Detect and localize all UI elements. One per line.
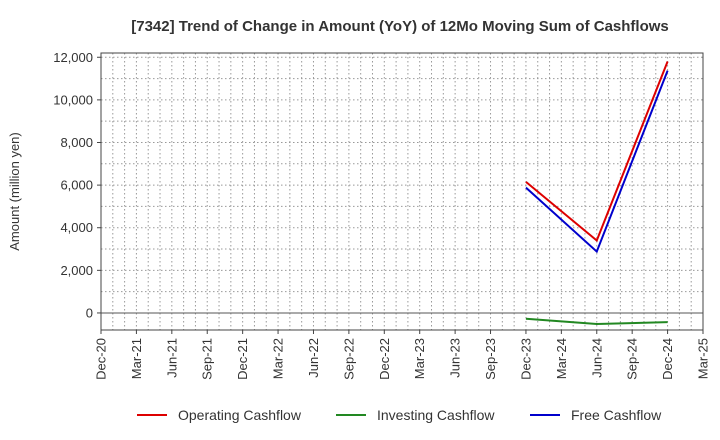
series-line-free-cashflow: [525, 70, 669, 254]
x-tick-label: Jun-22: [306, 338, 321, 378]
legend: Operating Cashflow Investing Cashflow Free…: [137, 407, 662, 423]
x-tick-label: Mar-21: [129, 338, 144, 379]
y-tick-label: 10,000: [53, 92, 93, 107]
legend-label-operating-cashflow: Operating Cashflow: [178, 407, 302, 423]
x-tick-label: Sep-24: [625, 338, 640, 380]
y-tick-label: 8,000: [60, 135, 93, 150]
x-tick-label: Dec-20: [94, 338, 109, 380]
y-tick-label: 6,000: [60, 178, 93, 193]
grid-lines: [101, 53, 703, 330]
x-tick-label: Mar-23: [412, 338, 427, 379]
x-tick-label: Mar-22: [271, 338, 286, 379]
x-tick-label: Sep-22: [341, 338, 356, 380]
series-line-operating-cashflow: [525, 61, 669, 243]
plot-frame: [100, 52, 704, 331]
chart-title: [7342] Trend of Change in Amount (YoY) o…: [131, 18, 669, 35]
x-tick-label: Sep-23: [483, 338, 498, 380]
legend-label-investing-cashflow: Investing Cashflow: [377, 407, 495, 423]
y-tick-labels: 0 2,000 4,000 6,000 8,000 10,000 12,000: [53, 50, 101, 320]
x-tick-label: Jun-24: [589, 338, 604, 378]
y-axis-label: Amount (million yen): [7, 132, 22, 251]
x-tick-label: Mar-24: [554, 338, 569, 379]
x-tick-label: Mar-25: [696, 338, 711, 379]
x-tick-label: Jun-23: [448, 338, 463, 378]
x-tick-labels: Dec-20 Mar-21 Jun-21 Sep-21 Dec-21 Mar-22 Jun-…: [94, 330, 711, 380]
y-tick-label: 0: [86, 305, 93, 320]
x-tick-label: Sep-21: [200, 338, 215, 380]
x-tick-label: Dec-24: [660, 338, 675, 380]
x-tick-label: Dec-21: [235, 338, 250, 380]
legend-label-free-cashflow: Free Cashflow: [571, 407, 662, 423]
x-tick-label: Dec-22: [377, 338, 392, 380]
series-lines: [525, 61, 669, 326]
x-tick-label: Dec-23: [518, 338, 533, 380]
y-tick-label: 2,000: [60, 263, 93, 278]
x-tick-label: Jun-21: [164, 338, 179, 378]
series-line-investing-cashflow: [525, 317, 668, 326]
y-tick-label: 4,000: [60, 220, 93, 235]
y-tick-label: 12,000: [53, 50, 93, 65]
